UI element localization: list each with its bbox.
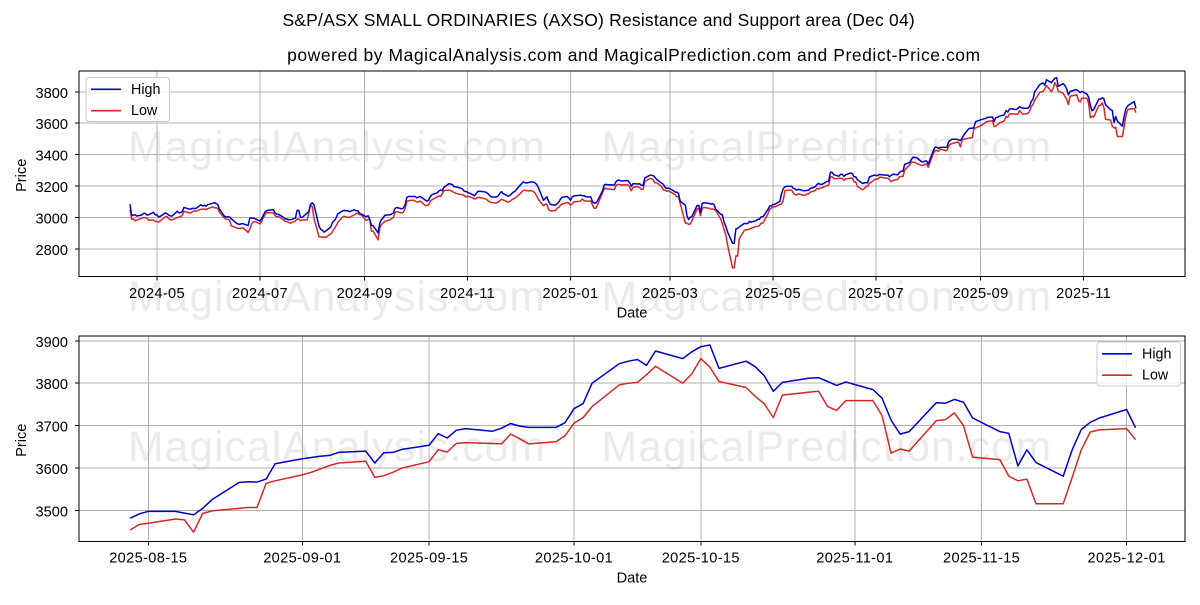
svg-text:Price: Price (14, 159, 30, 192)
svg-text:2025-09-15: 2025-09-15 (390, 551, 468, 567)
svg-text:2025-10-15: 2025-10-15 (662, 551, 740, 567)
svg-text:Low: Low (131, 103, 158, 119)
svg-text:3000: 3000 (36, 212, 68, 228)
svg-text:High: High (131, 82, 160, 98)
svg-text:Date: Date (617, 306, 648, 322)
svg-text:2025-09: 2025-09 (953, 286, 1009, 302)
svg-text:3800: 3800 (36, 377, 68, 393)
svg-text:2025-03: 2025-03 (642, 286, 698, 302)
svg-text:3700: 3700 (36, 420, 68, 436)
svg-text:2025-07: 2025-07 (848, 286, 904, 302)
svg-text:MagicalPrediction.com: MagicalPrediction.com (602, 424, 1053, 471)
svg-text:Low: Low (1142, 368, 1169, 384)
svg-text:2024-05: 2024-05 (129, 286, 185, 302)
svg-text:S&P/ASX SMALL ORDINARIES (AXSO: S&P/ASX SMALL ORDINARIES (AXSO) Resistan… (282, 10, 915, 30)
svg-text:2025-11: 2025-11 (1056, 286, 1111, 302)
svg-text:2024-07: 2024-07 (232, 286, 288, 302)
svg-text:MagicalAnalysis.com: MagicalAnalysis.com (128, 274, 546, 321)
svg-text:2024-11: 2024-11 (440, 286, 495, 302)
svg-text:Price: Price (14, 424, 30, 457)
svg-text:2025-12-01: 2025-12-01 (1088, 551, 1166, 567)
svg-text:3600: 3600 (36, 462, 68, 478)
svg-text:3200: 3200 (36, 180, 68, 196)
svg-text:2025-09-01: 2025-09-01 (263, 551, 341, 567)
svg-text:MagicalPrediction.com: MagicalPrediction.com (602, 124, 1053, 171)
svg-text:3900: 3900 (36, 335, 68, 351)
svg-text:powered by MagicalAnalysis.com: powered by MagicalAnalysis.com and Magic… (287, 45, 981, 65)
svg-text:3500: 3500 (36, 505, 68, 521)
svg-text:2800: 2800 (36, 243, 68, 259)
svg-text:Date: Date (617, 571, 648, 587)
svg-text:2025-08-15: 2025-08-15 (109, 551, 187, 567)
svg-text:2025-10-01: 2025-10-01 (535, 551, 613, 567)
svg-text:2024-09: 2024-09 (337, 286, 393, 302)
svg-text:3600: 3600 (36, 117, 68, 133)
svg-text:2025-11-01: 2025-11-01 (816, 551, 893, 567)
svg-text:3400: 3400 (36, 149, 68, 165)
svg-text:MagicalAnalysis.com: MagicalAnalysis.com (128, 124, 546, 171)
svg-text:High: High (1142, 346, 1171, 362)
svg-text:2025-11-15: 2025-11-15 (943, 551, 1020, 567)
svg-text:2025-05: 2025-05 (745, 286, 801, 302)
svg-text:2025-01: 2025-01 (542, 286, 598, 302)
svg-text:MagicalPrediction.com: MagicalPrediction.com (602, 274, 1053, 321)
svg-text:3800: 3800 (36, 86, 68, 102)
